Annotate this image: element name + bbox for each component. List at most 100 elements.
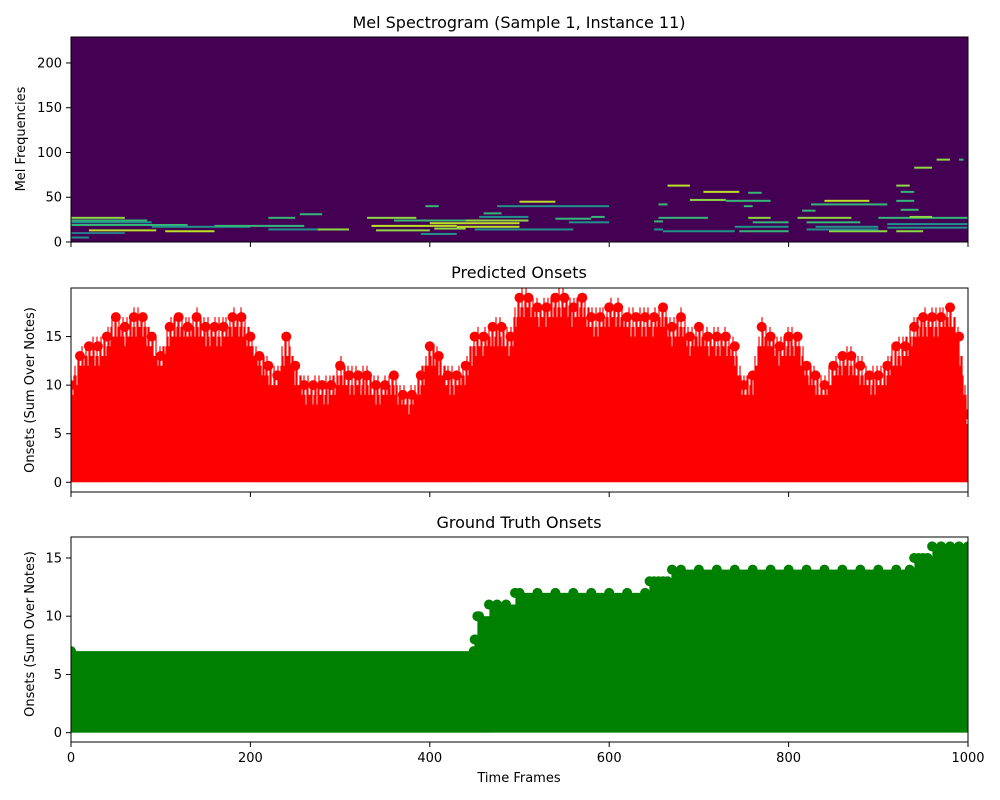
spectrogram-band: [165, 230, 215, 233]
spectrogram-band: [748, 191, 762, 194]
onset-marker: [855, 564, 866, 575]
spectrogram-band: [299, 213, 323, 216]
y-tick-label: 50: [45, 191, 62, 206]
onset-marker: [927, 312, 938, 323]
onset-marker: [451, 370, 462, 381]
onset-marker: [335, 360, 346, 371]
onset-marker: [442, 370, 453, 381]
onset-marker: [550, 292, 561, 303]
spectrogram-band: [896, 230, 924, 233]
onset-marker: [388, 370, 399, 381]
onset-marker: [595, 312, 606, 323]
onset-marker: [474, 611, 485, 622]
onset-marker: [900, 341, 911, 352]
spectrogram-band: [734, 225, 789, 228]
predicted-y-axis-label: Onsets (Sum Over Notes): [23, 307, 38, 473]
onset-marker: [492, 599, 503, 610]
onset-marker: [272, 370, 283, 381]
onset-marker: [281, 331, 292, 342]
onset-marker: [514, 587, 525, 598]
spectrogram-band: [658, 216, 708, 219]
onset-marker: [729, 564, 740, 575]
spectrogram-band: [748, 216, 771, 219]
spectrogram-band: [519, 200, 556, 203]
spectrogram-band: [429, 222, 520, 225]
onset-marker: [918, 312, 929, 323]
onset-marker: [747, 370, 758, 381]
onset-marker: [873, 370, 884, 381]
mel-spectrogram-panel: Mel Spectrogram (Sample 1, Instance 11) …: [14, 13, 969, 251]
onset-marker: [720, 331, 731, 342]
onset-marker: [837, 564, 848, 575]
spectrogram-band: [654, 228, 664, 231]
spectrogram-band: [703, 190, 740, 193]
spectrogram-band: [914, 166, 933, 169]
spectrogram-band: [824, 199, 870, 202]
y-tick-label: 15: [45, 551, 62, 566]
spectrogram-band: [88, 229, 157, 232]
onset-marker: [801, 564, 812, 575]
onset-marker: [146, 331, 157, 342]
onset-marker: [622, 312, 633, 323]
ground-truth-onsets-plot-area: [71, 541, 968, 733]
x-tick-label: 1000: [951, 751, 984, 766]
plot-marks: [71, 288, 968, 483]
y-tick-label: 5: [54, 668, 62, 683]
onset-marker: [819, 380, 830, 391]
onset-marker: [433, 351, 444, 361]
spectrogram-band: [456, 225, 520, 228]
ground-truth-onsets-panel: Ground Truth Onsets Onsets (Sum Over Not…: [23, 513, 985, 786]
onset-marker: [675, 564, 686, 575]
spectrogram-band: [434, 227, 466, 230]
onset-marker: [344, 370, 355, 381]
onset-marker: [864, 370, 875, 381]
onset-marker: [200, 321, 211, 332]
spectrogram-band: [806, 228, 879, 231]
onset-marker: [783, 331, 794, 342]
onset-marker: [496, 321, 507, 332]
onset-marker: [945, 541, 956, 552]
y-tick-label: 5: [54, 427, 62, 442]
predicted-onsets-panel: Predicted Onsets Onsets (Sum Over Notes)…: [23, 263, 969, 497]
onset-marker: [774, 341, 785, 352]
x-tick-label: 200: [238, 751, 263, 766]
onset-marker: [640, 587, 651, 598]
onset-marker: [846, 351, 857, 361]
spectrogram-band: [900, 190, 915, 193]
y-tick-label: 100: [37, 146, 62, 161]
onset-marker: [155, 351, 166, 361]
y-tick-label: 10: [45, 610, 62, 625]
mel-spectrogram-title: Mel Spectrogram (Sample 1, Instance 11): [352, 13, 685, 32]
onset-marker: [245, 331, 256, 342]
onset-marker: [684, 331, 695, 342]
mel-ticks: 0 50 100 150 200: [37, 36, 969, 251]
spectrogram-band: [689, 198, 726, 201]
spectrogram-band: [667, 184, 690, 187]
onset-marker: [586, 312, 597, 323]
spectrogram-band: [802, 209, 816, 212]
y-tick-label: 150: [37, 101, 62, 116]
ground-truth-y-axis-label: Onsets (Sum Over Notes): [23, 551, 38, 717]
onset-marker: [550, 587, 561, 598]
spectrogram-band: [591, 215, 605, 218]
onset-marker: [164, 321, 175, 332]
spectrogram-band: [806, 221, 861, 224]
ground-truth-ticks: 0 200 400 600 800 1000 0 5 10 15: [45, 536, 985, 766]
spectrogram-band: [393, 219, 484, 222]
spectrogram-band: [71, 223, 188, 226]
spectrogram-band: [909, 215, 933, 218]
onset-marker: [424, 341, 435, 352]
onset-marker: [568, 302, 579, 313]
onset-marker: [649, 312, 660, 323]
onset-marker: [209, 321, 220, 332]
onset-marker: [568, 587, 579, 598]
onset-marker: [290, 360, 301, 371]
onset-marker: [945, 302, 956, 313]
spectrogram-band: [268, 216, 296, 219]
onset-marker: [604, 587, 615, 598]
onset-marker: [299, 380, 310, 391]
predicted-ticks: 0 5 10 15: [45, 287, 969, 497]
spectrogram-band: [71, 236, 89, 239]
spectrogram-band: [887, 223, 968, 226]
predicted-onsets-title: Predicted Onsets: [451, 263, 587, 282]
